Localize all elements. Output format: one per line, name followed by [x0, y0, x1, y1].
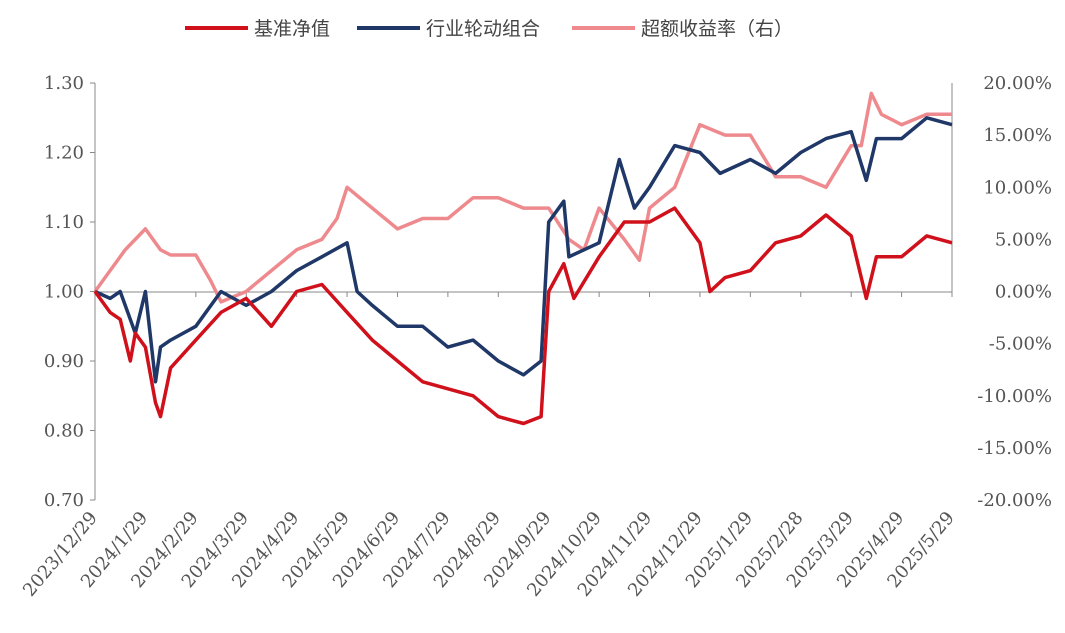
left-tick-label: 1.00 — [44, 282, 84, 303]
series-line-benchmark — [93, 206, 953, 426]
legend-label-benchmark: 基准净值 — [254, 18, 330, 40]
left-tick-label: 0.80 — [44, 421, 84, 442]
left-tick-label: 0.90 — [44, 351, 84, 372]
right-tick-label: 15.00% — [983, 125, 1052, 146]
left-tick-label: 1.10 — [44, 212, 84, 233]
legend-label-excess: 超额收益率（右） — [641, 18, 793, 40]
left-tick-label: 1.30 — [44, 73, 84, 94]
right-tick-label: 0.00% — [995, 282, 1052, 303]
right-tick-label: -10.00% — [977, 386, 1052, 407]
left-tick-label: 1.20 — [44, 143, 84, 164]
legend: 基准净值 行业轮动组合 超额收益率（右） — [185, 18, 793, 40]
right-tick-label: 5.00% — [995, 229, 1052, 250]
series-line-portfolio — [94, 116, 953, 384]
right-tick-label: -5.00% — [989, 334, 1052, 355]
series-line-excess — [93, 91, 952, 304]
right-tick-label: -20.00% — [977, 490, 1052, 511]
right-tick-label: 10.00% — [983, 177, 1052, 198]
right-tick-label: 20.00% — [983, 73, 1052, 94]
right-tick-label: -15.00% — [977, 438, 1052, 459]
legend-label-portfolio: 行业轮动组合 — [426, 18, 540, 40]
left-tick-label: 0.70 — [44, 490, 84, 511]
